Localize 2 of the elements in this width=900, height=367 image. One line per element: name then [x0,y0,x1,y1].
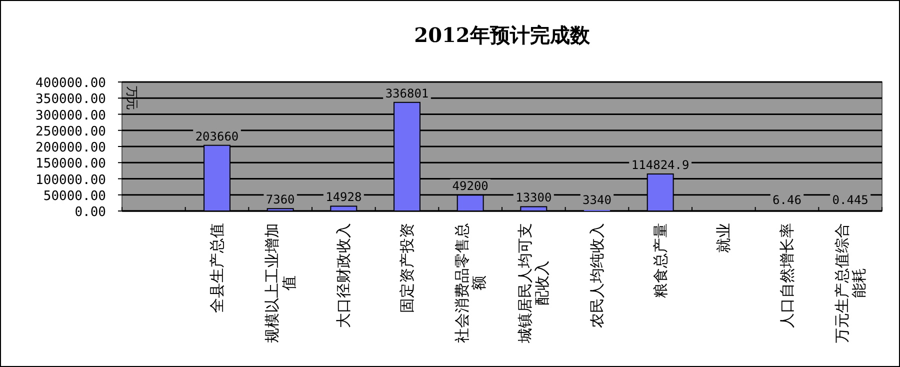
title: 2012年预计完成数 [414,23,590,47]
ylabel: 万元 [125,86,139,110]
